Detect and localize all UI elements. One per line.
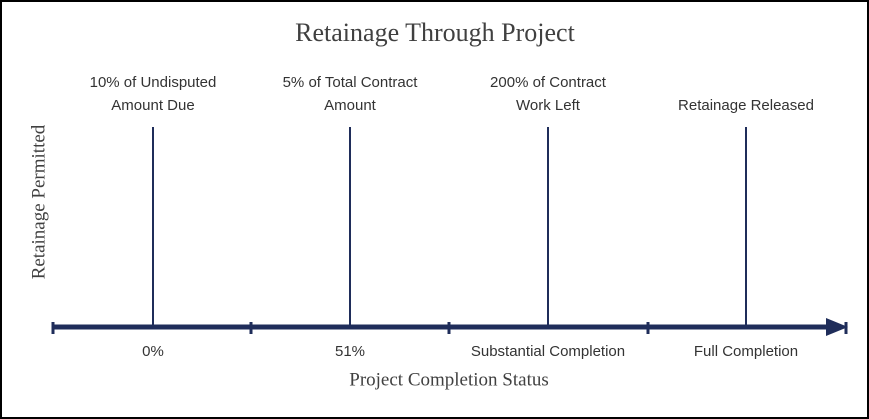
- category-label: 51%: [335, 343, 365, 360]
- stage-label: Amount Due: [111, 97, 194, 114]
- x-axis-label: Project Completion Status: [349, 369, 549, 390]
- stage-label: 5% of Total Contract: [283, 74, 419, 91]
- stage-label: 10% of Undisputed: [90, 74, 217, 91]
- title: Retainage Through Project: [295, 18, 575, 47]
- stage-label: Retainage Released: [678, 97, 814, 114]
- axis-ticks: [51, 322, 848, 334]
- axis-arrow: [826, 318, 848, 336]
- category-label: Full Completion: [694, 343, 798, 360]
- stage-label: 200% of Contract: [490, 74, 607, 91]
- category-label: 0%: [142, 343, 164, 360]
- category-label: Substantial Completion: [471, 343, 625, 360]
- y-axis-label: Retainage Permitted: [28, 124, 49, 279]
- stage-label: Amount: [324, 97, 377, 114]
- stage-label: Work Left: [516, 97, 581, 114]
